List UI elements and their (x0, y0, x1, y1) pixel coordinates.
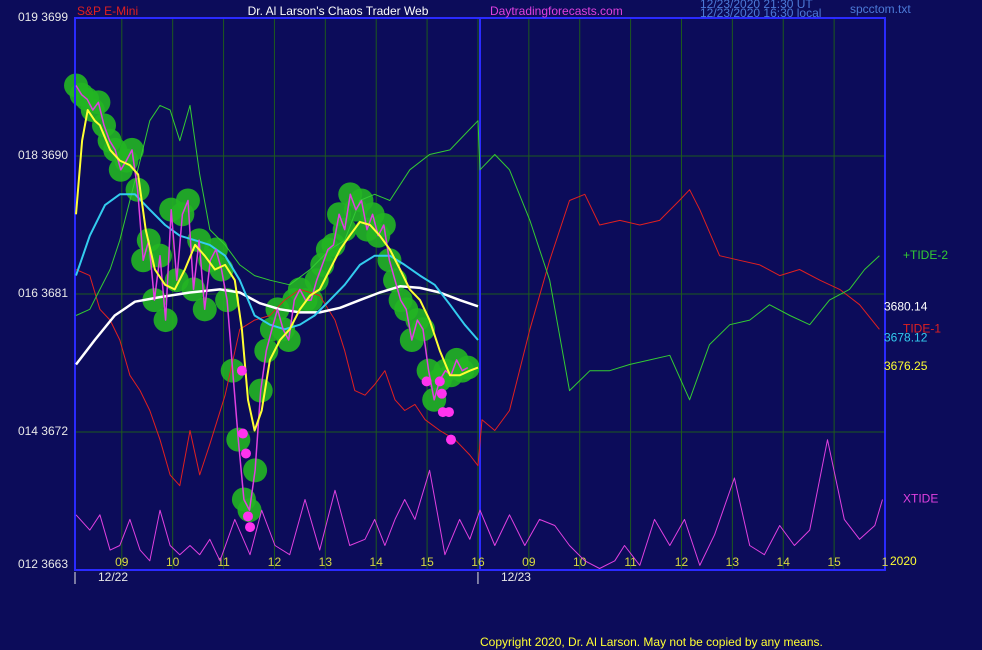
website: Daytradingforecasts.com (490, 4, 623, 18)
x-tick-label: 14 (370, 555, 384, 569)
x-tick-label: 15 (827, 555, 841, 569)
last-value: 3678.12 (884, 330, 928, 344)
x-tick-label: 16 (471, 555, 485, 569)
signal-dot (436, 388, 447, 399)
x-tick-label: 09 (522, 555, 536, 569)
y-tick-label: 019 3699 (18, 10, 68, 24)
series-line (75, 285, 479, 366)
timestamp-ut: 12/23/2020 21:30 UT (700, 0, 813, 11)
x-tick-label: 14 (777, 555, 791, 569)
signal-dot (242, 511, 253, 522)
last-value: 3676.25 (884, 359, 928, 373)
series-line (75, 439, 883, 569)
y-tick-label: 014 3672 (18, 424, 68, 438)
signal-dot (434, 376, 445, 387)
x-tick-label: 13 (319, 555, 333, 569)
series-line (75, 109, 479, 432)
series-line (75, 189, 880, 487)
series-name: +TIDE-2 (903, 248, 948, 262)
x-tick-label: 12 (675, 555, 689, 569)
copyright: Copyright 2020, Dr. Al Larson. May not b… (480, 635, 823, 649)
signal-dot (237, 428, 248, 439)
x-tick-label: 09 (115, 555, 129, 569)
series-name: XTIDE (903, 492, 938, 506)
x-tick-label: 10 (166, 555, 180, 569)
signal-dot (421, 376, 432, 387)
x-tick-label: 11 (217, 555, 230, 569)
x-tick-label: 13 (726, 555, 740, 569)
series-line (75, 104, 880, 401)
file-name: spcctom.txt (850, 2, 911, 16)
date-label: 12/23 (501, 570, 531, 584)
signal-dot (245, 522, 256, 533)
header-title: Dr. Al Larson's Chaos Trader Web (248, 4, 429, 18)
signal-dot (445, 434, 456, 445)
signal-dot (236, 365, 247, 376)
instrument: S&P E-Mini (77, 4, 138, 18)
signal-dot (443, 407, 454, 418)
y-tick-label: 016 3681 (18, 286, 68, 300)
last-value: 3680.14 (884, 299, 928, 313)
x-tick-label: 15 (420, 555, 434, 569)
series-name: TIDE-1 (903, 321, 941, 335)
series-line (75, 85, 469, 511)
year-label: 2020 (890, 554, 917, 568)
timestamp-local: 12/23/2020 16:30 local (700, 6, 821, 20)
date-label: 12/22 (98, 570, 128, 584)
y-tick-label: 018 3690 (18, 148, 68, 162)
x-tick-label: 11 (624, 555, 637, 569)
x-tick-label: 12 (268, 555, 282, 569)
signal-dot (240, 448, 251, 459)
y-tick-label: 012 3663 (18, 557, 68, 571)
x-tick-label: 1 (882, 555, 889, 569)
x-tick-label: 10 (573, 555, 587, 569)
